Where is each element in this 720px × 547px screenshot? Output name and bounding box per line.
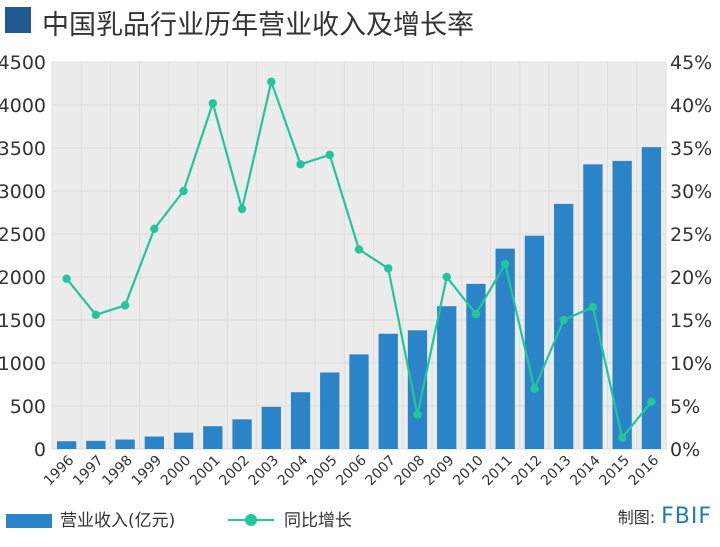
growth-point [296,160,305,169]
y-right-tick-label: 40% [670,95,712,117]
x-tick-label: 2012 [509,453,546,490]
growth-point [617,433,627,443]
x-tick-label: 2002 [216,453,253,490]
bar [173,432,194,449]
x-tick-label: 2004 [275,452,312,489]
growth-point [120,301,130,310]
y-left-tick-label: 3000 [0,181,46,203]
growth-point [150,224,159,234]
x-tick-label: 1996 [41,452,78,489]
bar [56,441,77,449]
x-tick-label: 2016 [626,452,663,489]
bar [612,160,632,449]
x-tick-label: 2011 [480,453,517,490]
bar [495,248,515,449]
y-right-tick-label: 0% [670,439,700,461]
x-tick-label: 2000 [158,453,195,490]
bar [466,283,486,449]
y-right-tick-label: 5% [670,396,700,418]
y-left-tick-label: 2000 [0,267,46,289]
x-tick-label: 2013 [538,453,575,490]
x-tick-label: 2008 [392,453,429,490]
growth-point [179,186,188,196]
bar [115,439,135,449]
bar [349,354,369,449]
growth-point [62,274,71,283]
growth-point [384,264,393,273]
y-left-tick-label: 1000 [0,353,46,375]
source-brand: FBIF [661,504,712,529]
bar [641,147,662,449]
x-tick-label: 2007 [363,453,400,490]
bar [144,436,164,449]
bar [407,330,428,449]
y-left-tick-label: 500 [10,396,46,418]
bar [203,426,223,449]
y-right-tick-label: 25% [670,224,712,246]
y-right-tick-label: 35% [670,138,712,160]
x-tick-label: 1997 [70,453,107,490]
source-label: 制图: [617,508,656,527]
legend-line-label: 同比增长 [284,511,352,531]
growth-point [588,302,598,312]
growth-point [91,310,101,320]
y-left-tick-label: 4000 [0,95,46,117]
y-right-tick-label: 30% [670,181,712,203]
x-tick-label: 2003 [246,453,283,490]
y-left-tick-label: 2500 [0,224,46,246]
bar [86,440,106,449]
y-left-tick-label: 3500 [0,138,46,160]
bar [232,419,252,449]
y-right-tick-label: 10% [670,353,712,375]
x-tick-label: 2006 [333,452,370,489]
x-tick-label: 2001 [187,453,224,490]
growth-point [530,384,539,393]
x-tick-label: 2014 [567,452,604,489]
title-marker [5,7,31,33]
source-credit: 制图: FBIF [618,504,712,529]
growth-point [413,410,422,419]
legend-bar-label: 营业收入(亿元) [60,511,176,531]
legend-line-marker [245,514,257,526]
y-left-tick-label: 4500 [0,52,46,74]
x-tick-label: 2009 [421,453,458,490]
bar [378,333,398,449]
growth-point [559,315,568,325]
chart-title: 中国乳品行业历年营业收入及增长率 [42,10,474,41]
growth-point [442,272,451,282]
y-left-tick-label: 1500 [0,310,46,332]
growth-point [208,99,218,108]
y-right-tick-label: 20% [670,267,712,289]
growth-point [500,259,510,269]
x-tick-label: 2015 [596,453,633,490]
chart-area: 0 500 1000 1500 2000 2500 3000 3500 4000 4500 0% 5… [0,52,712,490]
bar [261,406,281,449]
bar [524,235,545,449]
bar [290,392,311,449]
y-right-tick-label: 45% [670,52,712,74]
x-tick-label: 1998 [99,453,136,490]
bar [437,306,457,449]
y-left-tick-label: 0 [34,439,46,461]
bar [554,203,574,449]
x-tick-label: 1999 [129,453,166,490]
growth-point [267,77,276,86]
growth-point [354,245,364,254]
growth-point [325,150,334,160]
bar [320,372,340,449]
y-right-tick-label: 15% [670,310,712,332]
x-tick-label: 2005 [304,453,341,490]
growth-point [647,397,656,406]
growth-point [237,204,247,214]
legend-bar-swatch [6,514,52,528]
x-tick-label: 2010 [450,453,487,490]
growth-point [471,309,481,319]
